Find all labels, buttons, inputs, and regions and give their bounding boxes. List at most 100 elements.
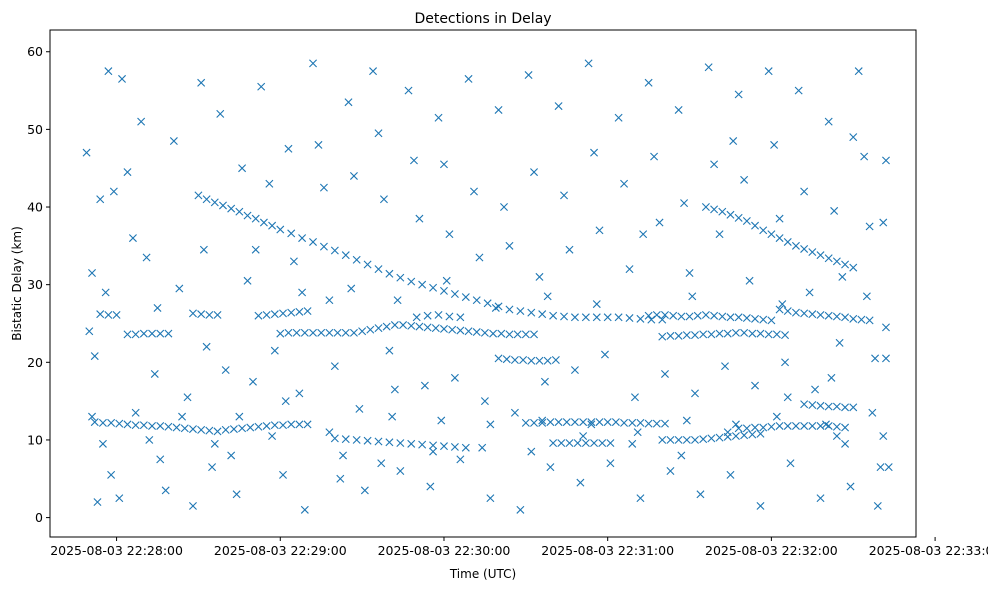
data-point-marker [221, 425, 230, 434]
data-point-marker [546, 418, 555, 427]
data-point-marker [472, 296, 481, 305]
data-point-marker [505, 330, 514, 339]
data-point-marker [868, 408, 877, 417]
data-point-marker [611, 418, 620, 427]
data-point-marker [841, 403, 850, 412]
data-point-marker [660, 310, 669, 319]
data-point-marker [759, 423, 768, 432]
data-point-marker [279, 309, 287, 318]
data-point-marker [816, 251, 825, 260]
data-point-marker [153, 303, 162, 312]
data-point-marker [554, 418, 563, 427]
data-point-marker [625, 265, 634, 274]
data-point-marker [701, 203, 710, 212]
data-point-marker [379, 195, 388, 204]
data-point-marker [666, 435, 675, 444]
data-point-marker [726, 470, 735, 479]
data-point-marker [707, 330, 716, 339]
data-point-marker [742, 217, 751, 225]
data-point-marker [781, 331, 790, 340]
data-point-marker [849, 263, 858, 272]
data-point-marker [794, 86, 803, 95]
data-point-marker [309, 328, 318, 337]
data-point-marker [549, 439, 558, 448]
data-point-marker [565, 439, 574, 448]
data-point-marker [579, 432, 588, 441]
data-point-marker [319, 242, 328, 251]
data-point-marker [396, 439, 405, 448]
x-axis: 2025-08-03 22:28:00 2025-08-03 22:29:00 20… [50, 537, 988, 558]
data-point-marker [691, 389, 699, 398]
data-point-marker [205, 310, 214, 319]
data-point-marker [385, 346, 394, 355]
data-point-marker [731, 420, 740, 429]
data-point-marker [530, 330, 539, 339]
data-point-marker [573, 439, 582, 448]
data-point-marker [254, 422, 263, 431]
data-point-marker [849, 314, 858, 323]
data-point-marker [287, 420, 296, 429]
data-point-marker [156, 455, 165, 464]
data-point-marker [205, 426, 214, 435]
data-point-marker [598, 439, 607, 448]
data-point-marker [691, 331, 699, 340]
data-point-marker [188, 309, 197, 318]
data-point-marker [88, 412, 97, 421]
data-point-marker [137, 117, 146, 126]
data-point-marker [800, 309, 809, 318]
data-point-marker [333, 328, 342, 337]
data-point-marker [98, 439, 107, 448]
data-point-marker [169, 137, 178, 146]
data-point-marker [423, 311, 432, 320]
data-point-marker [849, 403, 858, 412]
data-point-marker [295, 307, 304, 316]
data-point-marker [625, 314, 634, 323]
data-point-marker [339, 451, 348, 460]
data-point-marker [841, 260, 850, 269]
data-point-marker [674, 435, 683, 444]
data-point-marker [535, 272, 544, 281]
data-point-marker [740, 175, 749, 184]
data-point-marker [497, 329, 506, 338]
data-point-marker [445, 230, 454, 239]
data-point-marker [603, 418, 612, 427]
data-point-marker [516, 307, 525, 316]
data-point-marker [551, 355, 560, 364]
data-point-marker [540, 377, 549, 386]
data-point-marker [243, 211, 252, 220]
data-point-marker [600, 350, 609, 359]
data-point-marker [172, 423, 181, 432]
data-point-marker [527, 308, 536, 317]
data-point-marker [570, 313, 579, 322]
data-point-marker [210, 198, 219, 207]
data-point-marker [257, 82, 266, 91]
data-point-marker [456, 455, 465, 464]
data-point-marker [363, 436, 372, 445]
data-point-marker [530, 418, 539, 427]
y-tick-label: 50 [27, 122, 43, 137]
data-point-marker [655, 218, 664, 227]
data-point-marker [491, 303, 500, 312]
data-point-marker [800, 187, 809, 196]
data-point-marker [830, 206, 839, 215]
data-point-marker [756, 329, 765, 338]
data-point-marker [270, 346, 279, 355]
data-point-marker [101, 288, 110, 297]
data-point-marker [740, 328, 749, 337]
data-point-marker [412, 313, 421, 322]
data-point-marker [472, 328, 481, 337]
data-point-marker [860, 152, 869, 161]
data-point-marker [284, 144, 293, 153]
data-point-marker [115, 419, 124, 428]
data-point-marker [262, 310, 271, 319]
data-point-marker [838, 272, 847, 281]
data-point-marker [772, 412, 781, 421]
data-point-marker [123, 330, 132, 339]
data-point-marker [393, 296, 402, 305]
data-point-marker [303, 420, 312, 429]
data-point-marker [620, 418, 629, 427]
data-point-marker [268, 221, 277, 230]
data-point-marker [150, 369, 159, 378]
data-point-marker [647, 315, 656, 324]
data-point-marker [145, 435, 154, 444]
